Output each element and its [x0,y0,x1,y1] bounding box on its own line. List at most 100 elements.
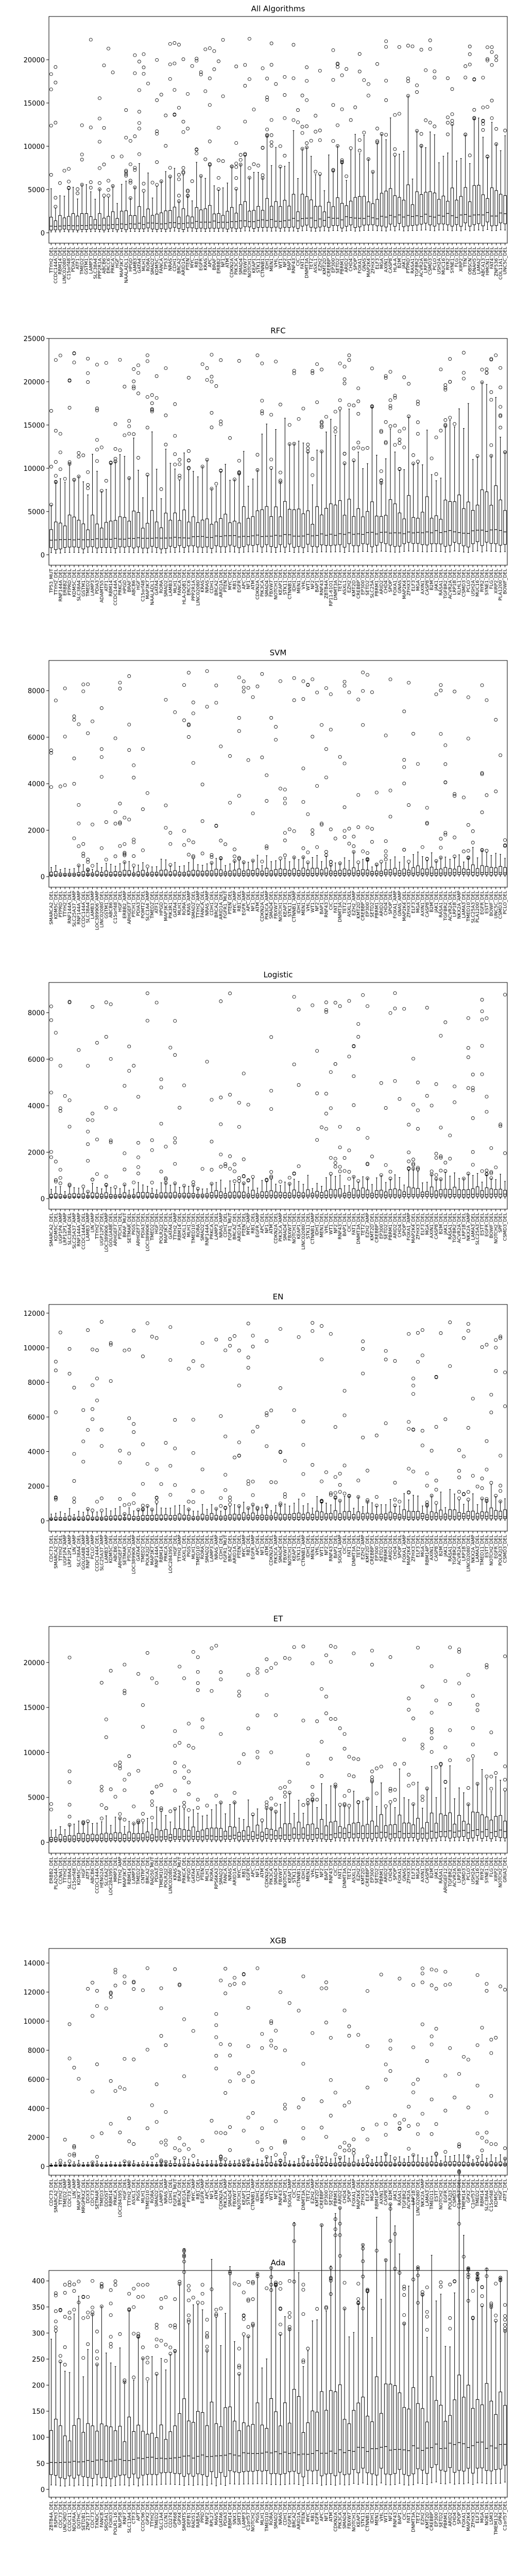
outlier-point [315,784,319,788]
outlier-point [104,1001,108,1004]
outlier-point [255,1425,260,1429]
x-tick-label: NOTCH2_DEL [494,1213,499,1244]
outlier-point [309,139,313,143]
outlier-point [305,79,309,83]
outlier-point [205,705,209,709]
outlier-point [347,690,351,694]
outlier-point [406,44,410,47]
box [251,870,255,876]
outlier-point [168,842,173,846]
outlier-point [86,857,90,861]
box [196,870,200,876]
x-tick-label: SETD2_DEL [336,247,341,274]
box [81,523,85,549]
outlier-point [297,1164,301,1168]
outlier-point [393,423,397,428]
outlier-point [136,1507,140,1512]
outlier-point [141,747,145,751]
x-tick-label: BRCA2_DEL [228,1535,233,1562]
box [433,193,436,227]
x-tick-label: ABCB6_DEL [113,1535,118,1562]
outlier-point [49,124,53,128]
x-tick-label: CDKN2A_DEL [269,1535,274,1566]
outlier-point [109,1139,113,1142]
x-tick-label: ACVR2A_DEL [457,1213,462,1243]
outlier-point [182,829,186,833]
x-tick-label: RNF144A_AMP [77,1212,82,1246]
x-tick-label: SETMAR_DEL [127,1213,132,1243]
outlier-point [154,1500,159,1504]
outlier-point [453,1084,457,1089]
x-tick-label: GNAS_DEL [362,247,367,272]
outlier-point [352,1074,356,1078]
x-tick-label: ARID2_DEL [393,1213,398,1239]
x-tick-label: EP300_DEL [361,569,366,595]
x-tick-label: LAMB3_AMP [104,1534,109,1563]
x-tick-label: KDM5C_DEL [54,891,59,919]
outlier-point [219,744,223,749]
outlier-point [446,115,450,120]
outlier-point [279,787,282,791]
outlier-point [480,1009,484,1013]
outlier-point [233,1455,236,1460]
x-tick-label: CDC73_DEL [49,1535,54,1562]
x-tick-label: TMED2_DEL [150,891,155,919]
x-tick-label: AXIN1_DEL [384,247,389,273]
outlier-point [91,1118,94,1122]
x-tick-label: SETD2_DEL [370,891,375,918]
box [480,865,484,875]
x-tick-label: RBM14_DEL [159,1535,164,1563]
outlier-point [159,93,163,97]
outlier-point [224,1506,228,1510]
outlier-point [347,826,351,831]
box [352,1188,356,1198]
box [67,1516,72,1521]
x-tick-label: EGFR_DEL [485,1213,490,1236]
outlier-point [443,424,448,428]
box [210,523,214,549]
x-tick-label: MAP2K4_DEL [366,247,371,277]
x-tick-label: EZH2_DEL [347,569,352,592]
box [214,869,218,876]
outlier-point [132,863,136,868]
y-tick-label: 4000 [28,1448,45,1456]
outlier-point [146,81,150,86]
x-tick-label: RNF43_DEL [324,891,329,918]
outlier-point [72,1479,76,1483]
x-tick-label: FLG_DEL [489,569,494,589]
box [411,1188,415,1197]
x-tick-label: SMAD4_DEL [238,247,244,275]
outlier-point [237,1383,241,1387]
box [199,209,203,229]
outlier-point [494,55,499,58]
outlier-point [265,95,269,99]
outlier-point [109,1343,113,1347]
box [182,510,186,548]
box [291,194,296,228]
outlier-point [485,367,489,371]
outlier-point [54,205,58,209]
outlier-point [187,853,191,857]
outlier-point [118,358,122,362]
outlier-point [150,393,154,397]
outlier-point [186,190,190,193]
outlier-point [224,842,228,846]
x-tick-label: TET2_DEL [338,569,343,592]
outlier-point [132,1064,136,1067]
outlier-point [58,1109,62,1113]
box [173,513,177,548]
outlier-point [292,698,296,702]
box [366,1190,369,1198]
outlier-point [481,122,485,126]
outlier-point [182,1083,186,1088]
x-tick-label: RBM14_DEL [109,569,114,597]
outlier-point [200,819,204,823]
x-tick-label: TP53_DEL [164,247,169,270]
outlier-point [128,179,132,183]
outlier-point [338,755,342,759]
outlier-point [434,1082,438,1086]
x-tick-label: BAP1_DEL [320,891,325,914]
outlier-point [297,1083,301,1087]
x-tick-label: RNF43_DEL [320,569,325,596]
box [186,215,190,228]
